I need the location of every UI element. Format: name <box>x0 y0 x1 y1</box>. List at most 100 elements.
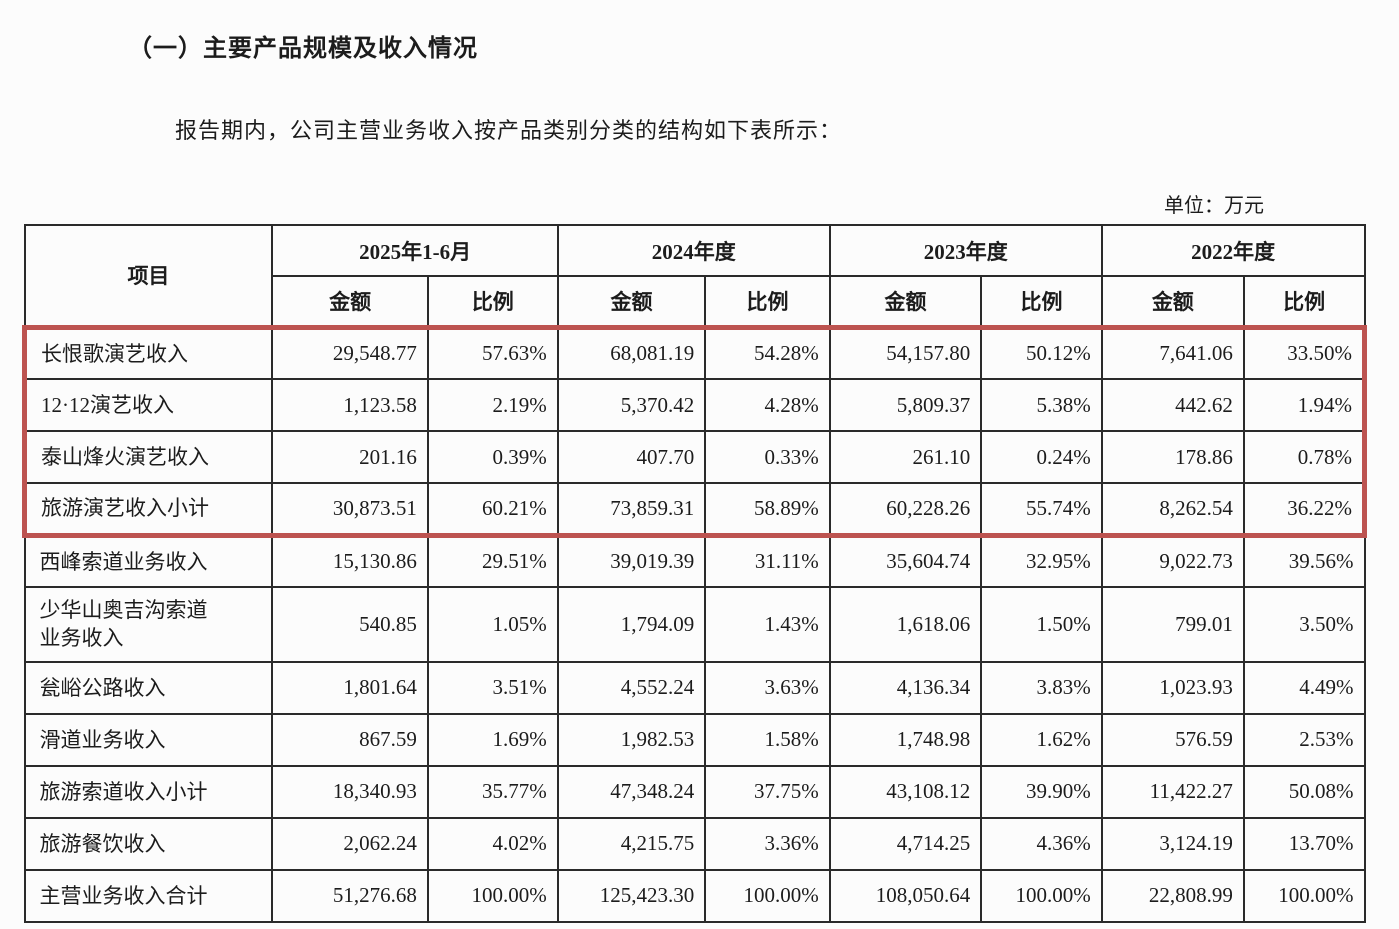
table-header: 项目 2025年1-6月 2024年度 2023年度 2022年度 金额 比例 … <box>23 224 1366 328</box>
row-item-label: 旅游餐饮收入 <box>23 816 274 871</box>
row-value-cell: 1,618.06 <box>828 586 983 663</box>
row-value-cell: 4,136.34 <box>828 660 983 715</box>
col-group-2025: 2025年1-6月 <box>271 224 559 277</box>
subheader-amount: 金额 <box>1100 275 1245 328</box>
row-value-cell: 43,108.12 <box>828 764 983 819</box>
subheader-ratio: 比例 <box>1242 275 1366 328</box>
row-value-cell: 35.77% <box>426 764 559 819</box>
subheader-amount: 金额 <box>828 275 983 328</box>
row-value-cell: 1,801.64 <box>271 660 429 715</box>
row-value-cell: 1,982.53 <box>556 712 707 767</box>
col-group-2023: 2023年度 <box>828 224 1103 277</box>
row-value-cell: 1,123.58 <box>271 378 429 432</box>
row-value-cell: 100.00% <box>426 868 559 923</box>
row-value-cell: 37.75% <box>704 764 831 819</box>
row-item-label: 西峰索道业务收入 <box>23 534 274 588</box>
row-value-cell: 31.11% <box>704 534 831 588</box>
row-value-cell: 30,873.51 <box>271 482 429 538</box>
row-value-cell: 2.53% <box>1242 712 1366 767</box>
table-row: 西峰索道业务收入 15,130.86 29.51% 39,019.39 31.11% 35… <box>23 534 1366 588</box>
row-value-cell: 3.36% <box>704 816 831 871</box>
row-value-cell: 18,340.93 <box>271 764 429 819</box>
row-value-cell: 29.51% <box>426 534 559 588</box>
row-item-label: 旅游索道收入小计 <box>23 764 274 819</box>
row-value-cell: 867.59 <box>271 712 429 767</box>
table-row: 瓮峪公路收入 1,801.64 3.51% 4,552.24 3.63% 4,136.34… <box>23 660 1366 715</box>
row-value-cell: 33.50% <box>1242 324 1367 380</box>
row-item-label: 泰山烽火演艺收入 <box>22 430 274 484</box>
row-value-cell: 0.33% <box>704 430 831 484</box>
row-value-cell: 1.05% <box>426 586 559 663</box>
row-value-cell: 4.36% <box>980 816 1103 871</box>
row-value-cell: 60.21% <box>426 482 559 538</box>
table-row: 长恨歌演艺收入 29,548.77 57.63% 68,081.19 54.28% 54,… <box>22 324 1367 380</box>
row-value-cell: 55.74% <box>980 482 1103 538</box>
row-value-cell: 1,794.09 <box>556 586 707 663</box>
row-item-label: 12·12演艺收入 <box>22 378 274 432</box>
row-value-cell: 1.58% <box>704 712 831 767</box>
row-item-label: 滑道业务收入 <box>23 712 274 767</box>
row-value-cell: 1.94% <box>1242 378 1367 432</box>
row-value-cell: 73,859.31 <box>556 482 707 538</box>
row-value-cell: 60,228.26 <box>828 482 983 538</box>
col-group-2024: 2024年度 <box>556 224 831 277</box>
row-value-cell: 5,809.37 <box>828 378 983 432</box>
table-row: 泰山烽火演艺收入 201.16 0.39% 407.70 0.33% 261.10 0.24… <box>22 430 1367 484</box>
row-item-label: 少华山奥吉沟索道 业务收入 <box>23 586 274 663</box>
subheader-amount: 金额 <box>271 275 429 328</box>
col-group-2022: 2022年度 <box>1100 224 1366 277</box>
row-value-cell: 4,215.75 <box>556 816 707 871</box>
row-value-cell: 100.00% <box>980 868 1103 923</box>
row-value-cell: 3.50% <box>1242 586 1366 663</box>
row-value-cell: 50.08% <box>1242 764 1366 819</box>
row-value-cell: 5,370.42 <box>556 378 707 432</box>
intro-paragraph: 报告期内，公司主营业务收入按产品类别分类的结构如下表所示： <box>175 118 843 143</box>
row-value-cell: 100.00% <box>1242 868 1366 923</box>
table-row: 旅游演艺收入小计 30,873.51 60.21% 73,859.31 58.89% 60… <box>22 482 1367 538</box>
row-value-cell: 57.63% <box>426 324 559 380</box>
table-row: 少华山奥吉沟索道 业务收入 540.85 1.05% 1,794.09 1.43% 1,6… <box>23 586 1366 663</box>
row-value-cell: 4.02% <box>426 816 559 871</box>
subheader-ratio: 比例 <box>704 275 831 328</box>
subheader-amount: 金额 <box>556 275 707 328</box>
row-value-cell: 0.39% <box>426 430 559 484</box>
row-value-cell: 1,748.98 <box>828 712 983 767</box>
section-title: （一）主要产品规模及收入情况 <box>128 35 478 62</box>
table-row: 12·12演艺收入 1,123.58 2.19% 5,370.42 4.28% 5,809… <box>22 378 1367 432</box>
row-value-cell: 36.22% <box>1242 482 1367 538</box>
subheader-ratio: 比例 <box>980 275 1103 328</box>
row-value-cell: 1.50% <box>980 586 1103 663</box>
row-value-cell: 100.00% <box>704 868 831 923</box>
row-value-cell: 4.49% <box>1242 660 1366 715</box>
row-value-cell: 125,423.30 <box>556 868 707 923</box>
row-value-cell: 13.70% <box>1242 816 1366 871</box>
row-value-cell: 576.59 <box>1100 712 1245 767</box>
table-row: 主营业务收入合计 51,276.68 100.00% 125,423.30 100.00… <box>23 868 1366 923</box>
header-row-periods: 项目 2025年1-6月 2024年度 2023年度 2022年度 <box>23 224 1366 328</box>
row-value-cell: 1.43% <box>704 586 831 663</box>
row-value-cell: 35,604.74 <box>828 534 983 588</box>
row-value-cell: 442.62 <box>1100 378 1245 432</box>
row-value-cell: 1.62% <box>980 712 1103 767</box>
row-value-cell: 4.28% <box>704 378 831 432</box>
row-value-cell: 3.63% <box>704 660 831 715</box>
table-row: 旅游索道收入小计 18,340.93 35.77% 47,348.24 37.75% 43… <box>23 764 1366 819</box>
row-value-cell: 15,130.86 <box>271 534 429 588</box>
row-value-cell: 54.28% <box>704 324 831 380</box>
unit-note: 单位：万元 <box>1164 195 1264 217</box>
row-value-cell: 9,022.73 <box>1100 534 1245 588</box>
header-row-subcolumns: 金额 比例 金额 比例 金额 比例 金额 比例 <box>25 275 1366 328</box>
revenue-table: 项目 2025年1-6月 2024年度 2023年度 2022年度 金额 比例 … <box>22 224 1367 923</box>
row-value-cell: 0.78% <box>1242 430 1367 484</box>
row-value-cell: 407.70 <box>556 430 707 484</box>
row-value-cell: 3.51% <box>426 660 559 715</box>
row-value-cell: 39,019.39 <box>556 534 707 588</box>
row-value-cell: 11,422.27 <box>1100 764 1245 819</box>
row-value-cell: 47,348.24 <box>556 764 707 819</box>
row-value-cell: 3,124.19 <box>1100 816 1245 871</box>
row-value-cell: 54,157.80 <box>828 324 983 380</box>
row-value-cell: 29,548.77 <box>271 324 429 380</box>
row-item-label: 瓮峪公路收入 <box>23 660 274 715</box>
table-body: 长恨歌演艺收入 29,548.77 57.63% 68,081.19 54.28% 54,… <box>22 324 1367 923</box>
